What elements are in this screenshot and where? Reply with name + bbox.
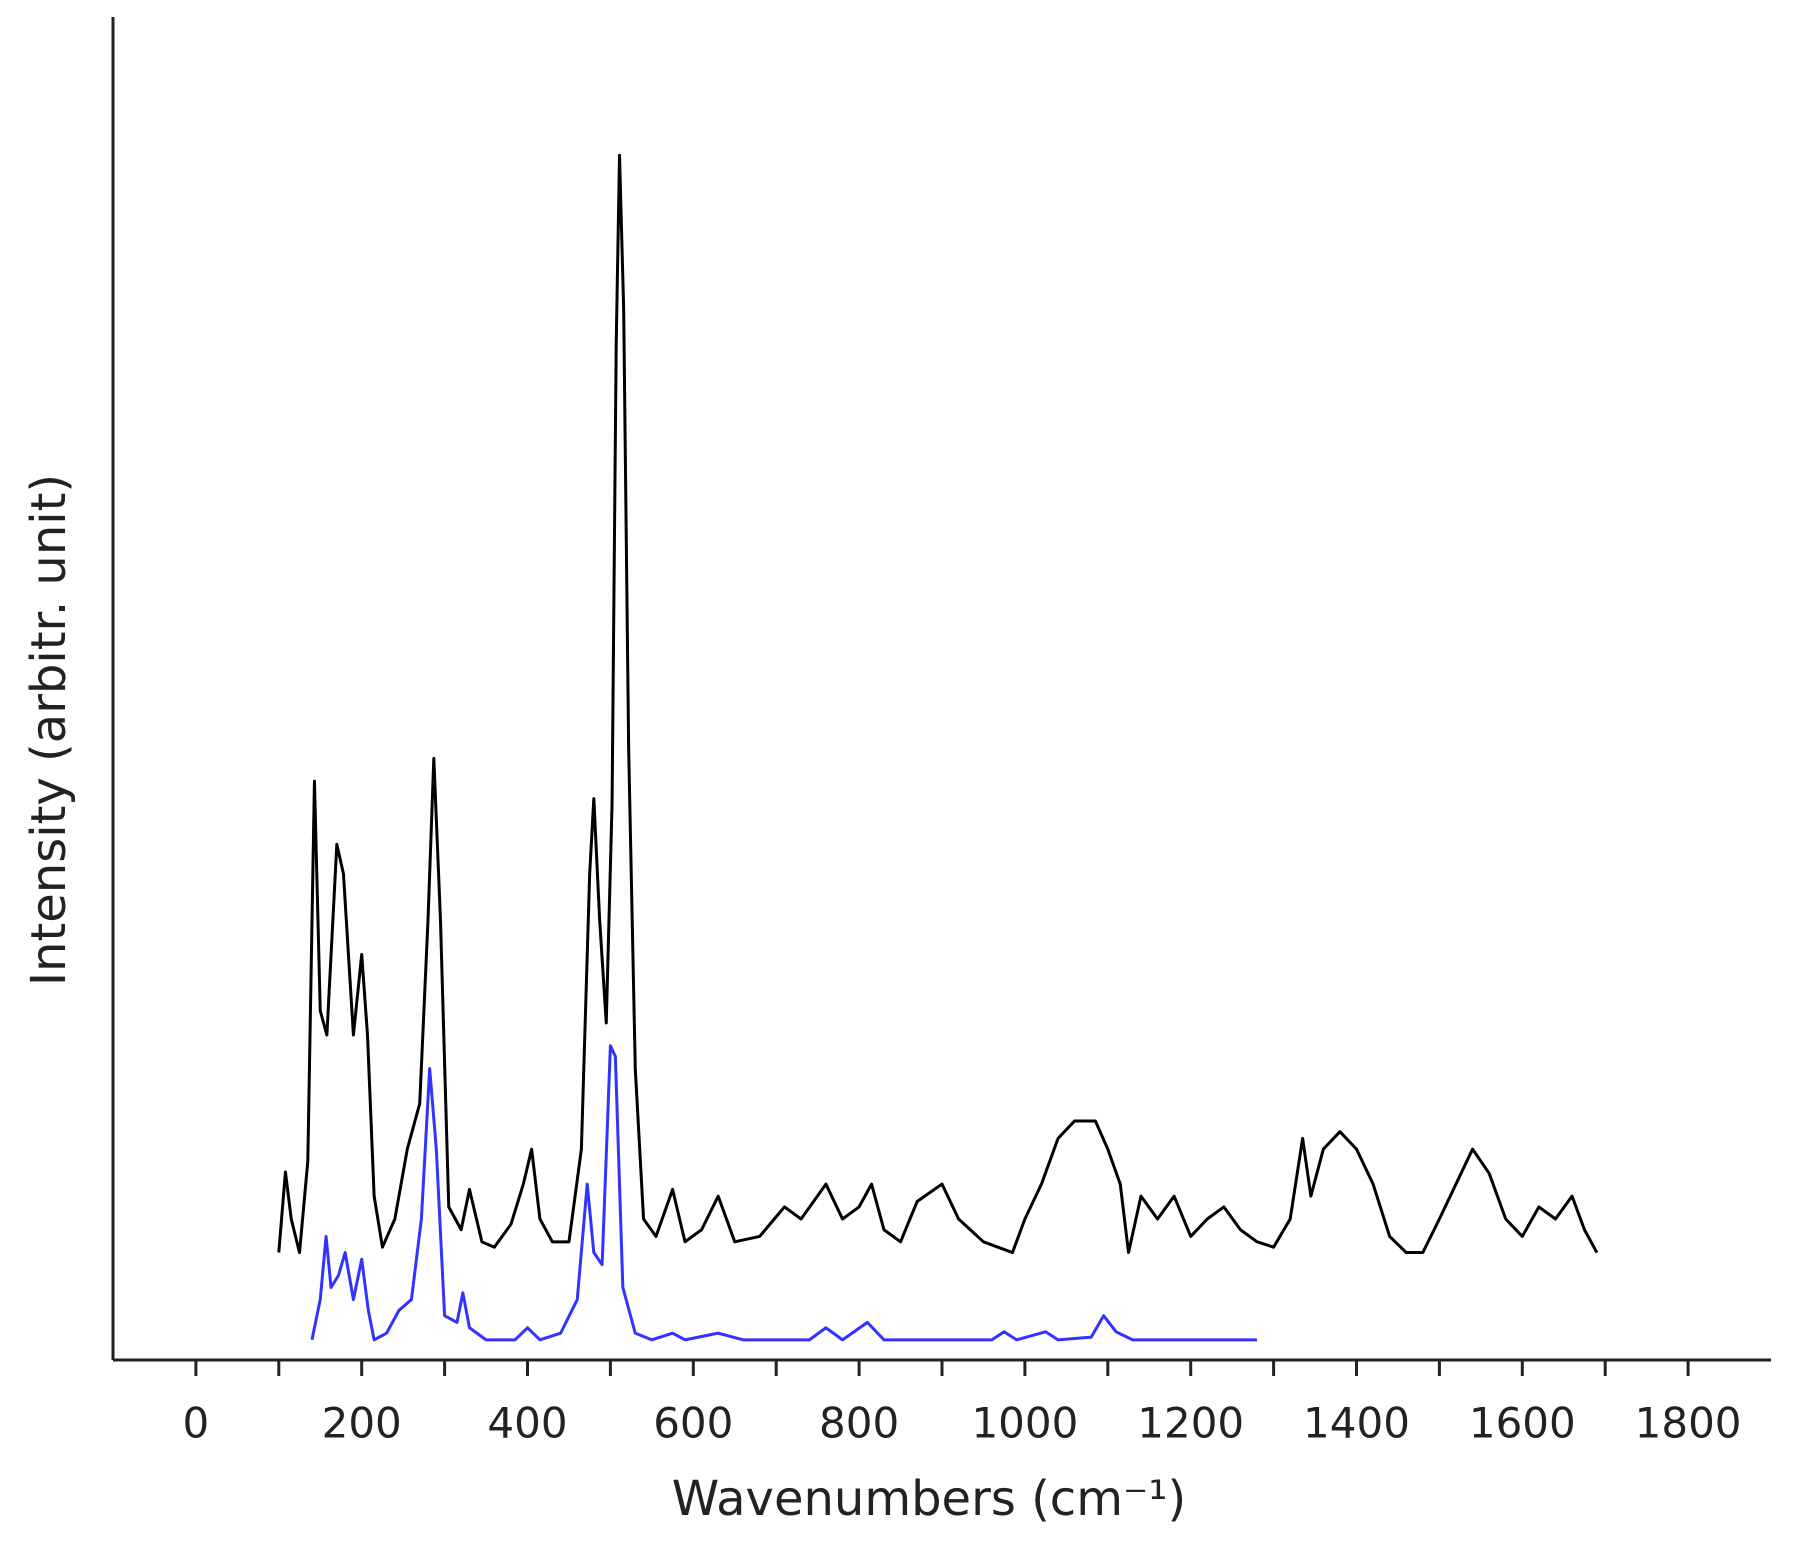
x-tick-label: 1200 <box>1137 1399 1244 1448</box>
x-tick-label: 1600 <box>1469 1399 1576 1448</box>
x-tick-label: 1400 <box>1303 1399 1410 1448</box>
y-axis-label: Intensity (arbitr. unit) <box>21 474 77 986</box>
x-tick-label: 200 <box>322 1399 402 1448</box>
x-tick-label: 1800 <box>1635 1399 1742 1448</box>
x-tick-label: 400 <box>487 1399 567 1448</box>
x-tick-label: 0 <box>183 1399 210 1448</box>
x-tick-label: 600 <box>653 1399 733 1448</box>
spectrum-line <box>310 1044 1258 1342</box>
spectrum-line <box>277 153 1599 1255</box>
x-tick-label: 800 <box>819 1399 899 1448</box>
x-tick-label: 1000 <box>971 1399 1078 1448</box>
x-axis-label: Wavenumbers (cm⁻¹) <box>672 1471 1187 1527</box>
